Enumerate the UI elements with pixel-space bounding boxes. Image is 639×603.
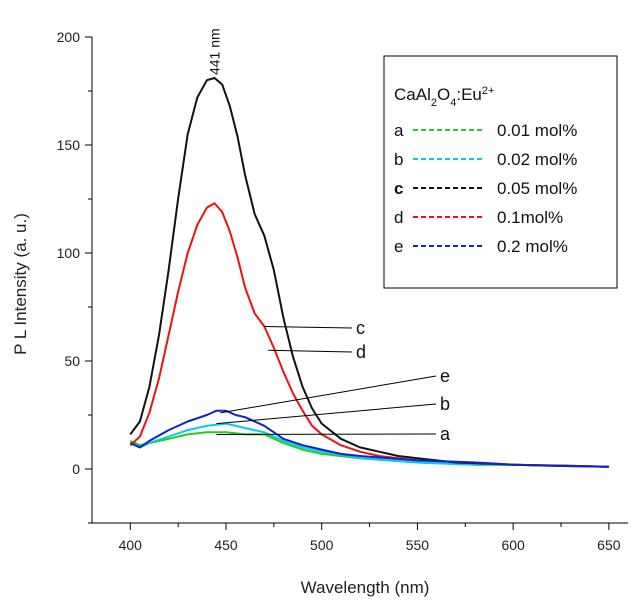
x-tick-label: 600 bbox=[501, 537, 525, 553]
legend-letter-a: a bbox=[394, 121, 404, 140]
callout-label-e: e bbox=[440, 366, 450, 386]
x-tick-label: 650 bbox=[597, 537, 621, 553]
x-tick-label: 400 bbox=[119, 537, 143, 553]
legend: CaAl2O4:Eu2+ a 0.01 mol% b 0.02 mol% c 0.05 m… bbox=[383, 55, 618, 289]
legend-letter-d: d bbox=[394, 208, 403, 227]
legend-label-c: 0.05 mol% bbox=[497, 179, 577, 198]
plot-series bbox=[129, 77, 609, 468]
callout-label-c: c bbox=[356, 318, 365, 338]
x-tick-label: 500 bbox=[310, 537, 334, 553]
legend-title: CaAl2O4:Eu2+ bbox=[394, 85, 494, 109]
axes: 400 450 500 550 600 650 0 50 100 150 200 bbox=[57, 29, 628, 553]
callout-line-d bbox=[268, 349, 353, 353]
x-axis-title: Wavelength (nm) bbox=[301, 578, 430, 597]
callout-line-c bbox=[264, 325, 353, 329]
y-tick-label: 0 bbox=[72, 461, 80, 477]
y-tick-label: 100 bbox=[57, 245, 81, 261]
legend-letter-b: b bbox=[394, 150, 403, 169]
peak-annotation: 441 nm bbox=[207, 28, 223, 75]
y-axis-title: P L Intensity (a. u.) bbox=[11, 213, 30, 355]
callout-line-e bbox=[220, 375, 437, 414]
series-line-d bbox=[129, 202, 609, 468]
legend-label-a: 0.01 mol% bbox=[497, 121, 577, 140]
series-line-c bbox=[129, 77, 609, 468]
y-tick-label: 50 bbox=[64, 353, 80, 369]
y-tick-label: 150 bbox=[57, 137, 81, 153]
callout-label-d: d bbox=[356, 342, 366, 362]
callouts: ab cd e bbox=[216, 318, 451, 444]
x-tick-label: 550 bbox=[406, 537, 430, 553]
series-line-e bbox=[129, 409, 609, 468]
legend-label-b: 0.02 mol% bbox=[497, 150, 577, 169]
legend-letter-c: c bbox=[394, 179, 403, 198]
series-line-b bbox=[129, 422, 609, 468]
x-tick-label: 450 bbox=[214, 537, 238, 553]
legend-box bbox=[383, 55, 618, 289]
legend-label-e: 0.2 mol% bbox=[497, 237, 568, 256]
legend-items: a 0.01 mol% b 0.02 mol% c 0.05 mol% d 0.1mol% e 0… bbox=[394, 121, 577, 256]
y-tick-label: 200 bbox=[57, 29, 81, 45]
callout-label-a: a bbox=[440, 424, 451, 444]
callout-label-b: b bbox=[440, 394, 450, 414]
callout-line-b bbox=[216, 403, 437, 425]
legend-letter-e: e bbox=[394, 237, 403, 256]
legend-label-d: 0.1mol% bbox=[497, 208, 563, 227]
